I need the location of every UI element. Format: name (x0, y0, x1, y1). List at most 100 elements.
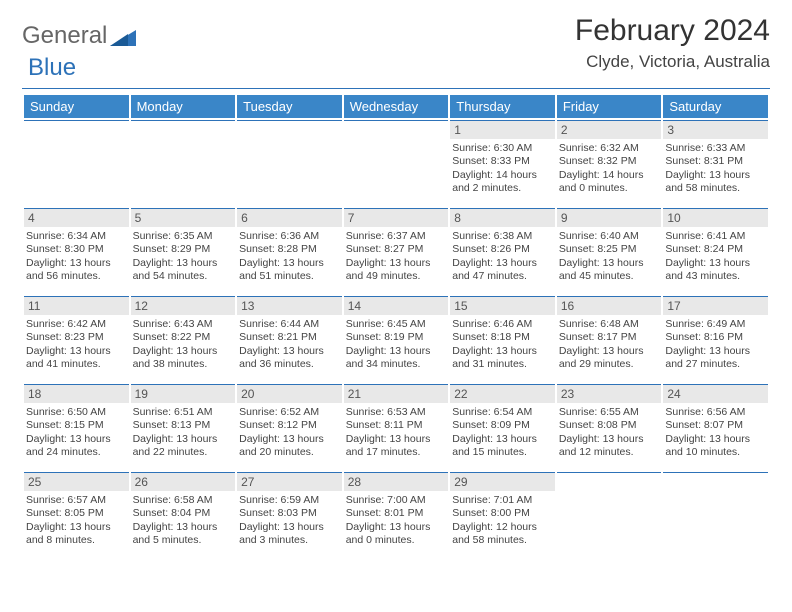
sunset-text: Sunset: 8:13 PM (133, 419, 234, 432)
daylight-text: Daylight: 12 hours and 58 minutes. (452, 521, 553, 548)
day-number: 15 (450, 296, 555, 315)
sunset-text: Sunset: 8:09 PM (452, 419, 553, 432)
empty-bar (663, 472, 768, 490)
day-cell: 22 Sunrise: 6:54 AMSunset: 8:09 PMDayligh… (450, 384, 555, 470)
day-number: 12 (131, 296, 236, 315)
sunset-text: Sunset: 8:32 PM (559, 155, 660, 168)
sunset-text: Sunset: 8:16 PM (665, 331, 766, 344)
day-details: Sunrise: 6:41 AMSunset: 8:24 PMDaylight:… (663, 227, 768, 284)
daylight-text: Daylight: 13 hours and 38 minutes. (133, 345, 234, 372)
day-cell: 5Sunrise: 6:35 AMSunset: 8:29 PMDaylight… (131, 208, 236, 294)
day-cell: 14Sunrise: 6:45 AMSunset: 8:19 PMDayligh… (344, 296, 449, 382)
day-number: 27 (237, 472, 342, 491)
day-number: 13 (237, 296, 342, 315)
day-number: 3 (663, 120, 768, 139)
logo: General (22, 14, 139, 50)
sunrise-text: Sunrise: 6:34 AM (26, 230, 127, 243)
day-details: Sunrise: 6:51 AMSunset: 8:13 PMDaylight:… (131, 403, 236, 460)
day-details: Sunrise: 6:44 AMSunset: 8:21 PMDaylight:… (237, 315, 342, 372)
day-cell: 10Sunrise: 6:41 AMSunset: 8:24 PMDayligh… (663, 208, 768, 294)
day-number: 8 (450, 208, 555, 227)
calendar-head-row: SundayMondayTuesdayWednesdayThursdayFrid… (24, 95, 768, 118)
day-cell: 18Sunrise: 6:50 AMSunset: 8:15 PMDayligh… (24, 384, 129, 470)
sunset-text: Sunset: 8:05 PM (26, 507, 127, 520)
day-number: 20 (237, 384, 342, 403)
sunrise-text: Sunrise: 6:51 AM (133, 406, 234, 419)
day-number: 4 (24, 208, 129, 227)
daylight-text: Daylight: 13 hours and 45 minutes. (559, 257, 660, 284)
sunset-text: Sunset: 8:31 PM (665, 155, 766, 168)
empty-bar (237, 120, 342, 138)
sunset-text: Sunset: 8:29 PM (133, 243, 234, 256)
day-details: Sunrise: 6:33 AMSunset: 8:31 PMDaylight:… (663, 139, 768, 196)
day-number: 7 (344, 208, 449, 227)
sunset-text: Sunset: 8:30 PM (26, 243, 127, 256)
empty-cell (237, 120, 342, 206)
day-cell: 7Sunrise: 6:37 AMSunset: 8:27 PMDaylight… (344, 208, 449, 294)
day-details: Sunrise: 6:50 AMSunset: 8:15 PMDaylight:… (24, 403, 129, 460)
sunset-text: Sunset: 8:27 PM (346, 243, 447, 256)
empty-cell (131, 120, 236, 206)
sunrise-text: Sunrise: 6:58 AM (133, 494, 234, 507)
sunset-text: Sunset: 8:22 PM (133, 331, 234, 344)
empty-cell (344, 120, 449, 206)
dayhead-sunday: Sunday (24, 95, 129, 118)
day-number: 1 (450, 120, 555, 139)
month-title: February 2024 (575, 14, 770, 48)
calendar-table: SundayMondayTuesdayWednesdayThursdayFrid… (22, 93, 770, 560)
sunrise-text: Sunrise: 6:41 AM (665, 230, 766, 243)
sunrise-text: Sunrise: 6:56 AM (665, 406, 766, 419)
day-cell: 15Sunrise: 6:46 AMSunset: 8:18 PMDayligh… (450, 296, 555, 382)
day-cell: 23Sunrise: 6:55 AMSunset: 8:08 PMDayligh… (557, 384, 662, 470)
title-block: February 2024 Clyde, Victoria, Australia (575, 14, 770, 72)
sunset-text: Sunset: 8:01 PM (346, 507, 447, 520)
day-cell: 16Sunrise: 6:48 AMSunset: 8:17 PMDayligh… (557, 296, 662, 382)
day-number: 28 (344, 472, 449, 491)
day-number: 17 (663, 296, 768, 315)
sunrise-text: Sunrise: 6:36 AM (239, 230, 340, 243)
sunset-text: Sunset: 8:15 PM (26, 419, 127, 432)
day-number: 23 (557, 384, 662, 403)
day-number: 21 (344, 384, 449, 403)
sunrise-text: Sunrise: 6:40 AM (559, 230, 660, 243)
daylight-text: Daylight: 13 hours and 15 minutes. (452, 433, 553, 460)
sunrise-text: Sunrise: 6:35 AM (133, 230, 234, 243)
day-number: 19 (131, 384, 236, 403)
day-cell: 28Sunrise: 7:00 AMSunset: 8:01 PMDayligh… (344, 472, 449, 558)
day-details: Sunrise: 6:30 AMSunset: 8:33 PMDaylight:… (450, 139, 555, 196)
sunset-text: Sunset: 8:26 PM (452, 243, 553, 256)
day-details: Sunrise: 6:55 AMSunset: 8:08 PMDaylight:… (557, 403, 662, 460)
empty-cell (557, 472, 662, 558)
sunrise-text: Sunrise: 6:54 AM (452, 406, 553, 419)
day-details: Sunrise: 6:37 AMSunset: 8:27 PMDaylight:… (344, 227, 449, 284)
sunrise-text: Sunrise: 6:52 AM (239, 406, 340, 419)
dayhead-monday: Monday (131, 95, 236, 118)
daylight-text: Daylight: 13 hours and 0 minutes. (346, 521, 447, 548)
daylight-text: Daylight: 13 hours and 22 minutes. (133, 433, 234, 460)
daylight-text: Daylight: 13 hours and 10 minutes. (665, 433, 766, 460)
sunrise-text: Sunrise: 6:44 AM (239, 318, 340, 331)
sunrise-text: Sunrise: 6:33 AM (665, 142, 766, 155)
day-details: Sunrise: 6:46 AMSunset: 8:18 PMDaylight:… (450, 315, 555, 372)
calendar-row: 1Sunrise: 6:30 AMSunset: 8:33 PMDaylight… (24, 120, 768, 206)
day-cell: 1Sunrise: 6:30 AMSunset: 8:33 PMDaylight… (450, 120, 555, 206)
sunrise-text: Sunrise: 6:43 AM (133, 318, 234, 331)
day-cell: 9Sunrise: 6:40 AMSunset: 8:25 PMDaylight… (557, 208, 662, 294)
empty-bar (557, 472, 662, 490)
day-details: Sunrise: 6:42 AMSunset: 8:23 PMDaylight:… (24, 315, 129, 372)
sunset-text: Sunset: 8:04 PM (133, 507, 234, 520)
dayhead-tuesday: Tuesday (237, 95, 342, 118)
day-number: 25 (24, 472, 129, 491)
day-number: 18 (24, 384, 129, 403)
day-details: Sunrise: 6:48 AMSunset: 8:17 PMDaylight:… (557, 315, 662, 372)
dayhead-wednesday: Wednesday (344, 95, 449, 118)
day-number: 22 (450, 384, 555, 403)
sunset-text: Sunset: 8:08 PM (559, 419, 660, 432)
day-cell: 12 Sunrise: 6:43 AMSunset: 8:22 PMDayligh… (131, 296, 236, 382)
daylight-text: Daylight: 13 hours and 47 minutes. (452, 257, 553, 284)
day-cell: 13Sunrise: 6:44 AMSunset: 8:21 PMDayligh… (237, 296, 342, 382)
day-cell: 26Sunrise: 6:58 AMSunset: 8:04 PMDayligh… (131, 472, 236, 558)
daylight-text: Daylight: 14 hours and 0 minutes. (559, 169, 660, 196)
sunrise-text: Sunrise: 6:30 AM (452, 142, 553, 155)
day-details: Sunrise: 6:53 AMSunset: 8:11 PMDaylight:… (344, 403, 449, 460)
